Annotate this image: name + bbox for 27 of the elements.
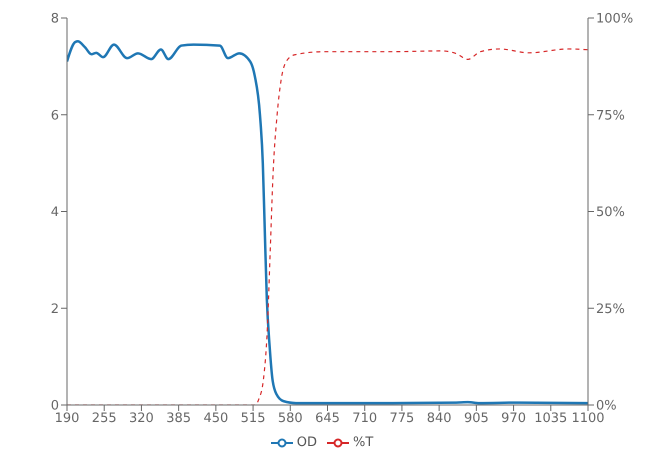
x-tick-label: 515 — [240, 411, 266, 426]
x-tick-label: 385 — [166, 411, 192, 426]
x-tick-label: 840 — [426, 411, 452, 426]
y-tick-label: 6 — [50, 108, 59, 124]
y-tick-label: 2 — [50, 302, 59, 317]
legend-label: OD — [296, 435, 317, 450]
x-tick-label: 190 — [54, 411, 80, 426]
y2-tick-label: 50% — [596, 205, 625, 220]
x-tick-label: 775 — [390, 411, 414, 426]
y2-tick-label: 100% — [596, 12, 634, 27]
x-tick-label: 255 — [92, 411, 117, 426]
y-tick-label: 0 — [50, 398, 59, 414]
y-tick-label: 4 — [50, 205, 59, 220]
x-tick-label: 710 — [352, 411, 378, 426]
x-tick-label: 580 — [278, 411, 303, 426]
y2-tick-label: 75% — [596, 108, 625, 124]
y2-tick-label: 25% — [596, 302, 625, 317]
x-tick-label: 970 — [501, 411, 526, 426]
y2-tick-label: 0% — [596, 398, 617, 414]
x-tick-label: 450 — [203, 411, 228, 426]
x-tick-label: 320 — [129, 411, 154, 426]
y-tick-label: 8 — [50, 12, 59, 27]
legend-label: %T — [352, 435, 374, 450]
x-tick-label: 905 — [464, 411, 489, 426]
x-tick-label: 1035 — [534, 411, 568, 426]
x-tick-label: 1100 — [571, 411, 605, 426]
x-tick-label: 645 — [315, 411, 340, 426]
